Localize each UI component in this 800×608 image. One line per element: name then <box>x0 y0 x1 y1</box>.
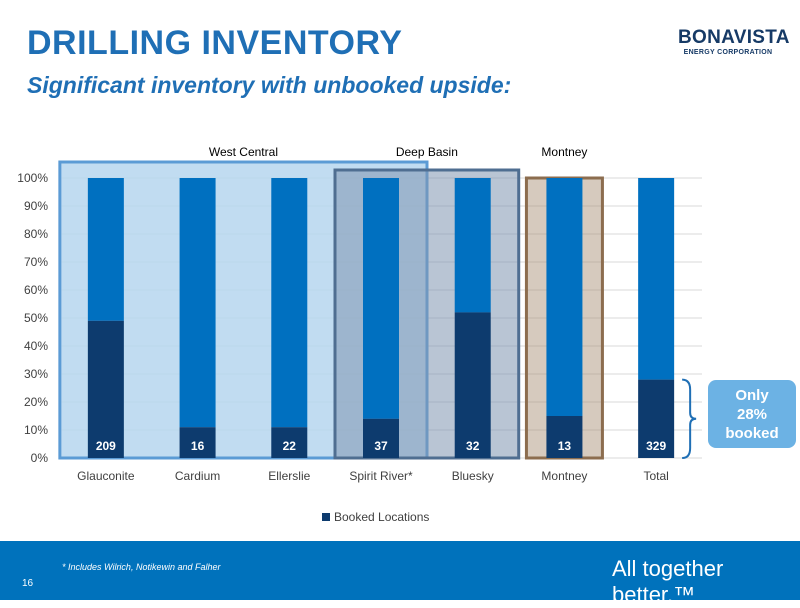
bar-booked <box>87 320 124 458</box>
data-label: 32 <box>466 439 480 453</box>
bar-booked <box>363 418 399 458</box>
callout-line-1: Only <box>735 386 769 404</box>
y-tick-label: 60% <box>24 283 48 297</box>
company-logo: BONAVISTA ENERGY CORPORATION <box>678 27 790 57</box>
bar-unbooked <box>546 178 583 416</box>
data-label: 16 <box>191 439 205 453</box>
data-label: 37 <box>374 439 388 453</box>
x-tick-label: Bluesky <box>452 469 494 483</box>
y-tick-label: 40% <box>24 339 48 353</box>
bar-booked <box>546 416 583 458</box>
data-label: 209 <box>96 439 116 453</box>
west-central-region-label: West Central <box>209 145 278 159</box>
deep-basin-region <box>333 168 521 460</box>
bar-booked <box>638 379 675 458</box>
bar-unbooked <box>454 178 491 313</box>
logo-wordmark: BONAVISTA <box>678 27 790 48</box>
brace-icon <box>682 378 697 459</box>
bar-booked <box>179 427 216 458</box>
x-tick-label: Total <box>643 469 668 483</box>
y-tick-label: 90% <box>24 199 48 213</box>
y-tick-label: 10% <box>24 423 48 437</box>
stacked-bar-chart: 0% 10% 20% 30% 40% 50% 60% 70% 80% 90% 100% West Ce… <box>17 145 702 524</box>
bar-unbooked <box>87 178 124 321</box>
x-tick-label: Montney <box>541 469 587 483</box>
x-tick-label: Glauconite <box>77 469 135 483</box>
legend-swatch <box>322 513 330 521</box>
tagline: All together better.™ <box>612 556 724 607</box>
data-label: 329 <box>646 439 666 453</box>
y-tick-label: 100% <box>17 171 48 185</box>
callout-line-3: booked <box>725 424 779 442</box>
bar-unbooked <box>179 178 216 428</box>
bar-unbooked <box>638 178 675 380</box>
bar-booked <box>271 427 308 458</box>
callout-line-2: 28% <box>736 405 768 423</box>
deep-basin-region-label: Deep Basin <box>396 145 458 159</box>
legend-label: Booked Locations <box>334 510 429 524</box>
x-tick-label: Ellerslie <box>268 469 310 483</box>
x-tick-label: Cardium <box>175 469 220 483</box>
y-tick-label: 20% <box>24 395 48 409</box>
logo-subtitle: ENERGY CORPORATION <box>683 49 773 56</box>
data-label: 13 <box>558 439 572 453</box>
bar-unbooked <box>363 178 399 419</box>
y-tick-label: 0% <box>31 451 49 465</box>
y-tick-label: 70% <box>24 255 48 269</box>
footnote: * Includes Wilrich, Notikewin and Falher <box>62 562 221 572</box>
x-tick-label: Spirit River* <box>349 469 413 483</box>
bar-unbooked <box>271 178 308 428</box>
booked-callout: Only 28% booked <box>708 380 796 448</box>
y-tick-label: 80% <box>24 227 48 241</box>
bar-booked <box>454 312 491 458</box>
slide-title: DRILLING INVENTORY <box>27 24 403 62</box>
y-tick-label: 30% <box>24 367 48 381</box>
footer-bar: * Includes Wilrich, Notikewin and Falher… <box>0 541 800 607</box>
data-label: 22 <box>283 439 297 453</box>
montney-region-label: Montney <box>541 145 587 159</box>
slide-subtitle: Significant inventory with unbooked upsi… <box>27 72 512 98</box>
y-tick-label: 50% <box>24 311 48 325</box>
page-number: 16 <box>22 578 34 589</box>
